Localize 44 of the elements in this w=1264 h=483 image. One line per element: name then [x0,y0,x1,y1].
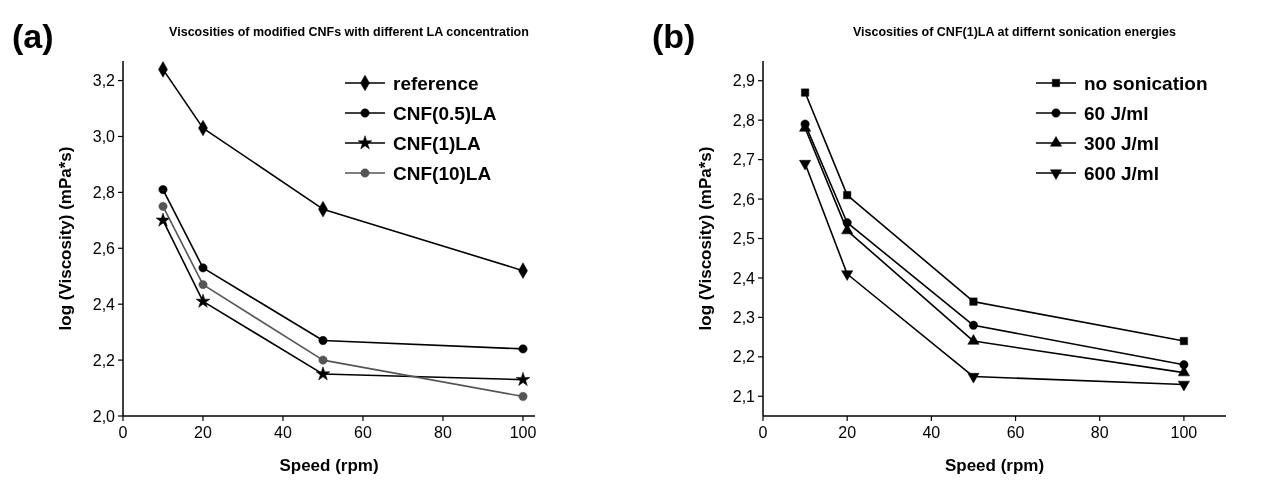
y-axis-title: log (Viscosity) (mPa*s) [696,146,715,331]
y-tick-label: 2,8 [92,183,116,201]
legend-label: CNF(0.5)LA [393,102,497,124]
chart-title: Viscosities of CNF(1)LA at differnt sonication energies [853,25,1177,39]
y-tick-label: 2,4 [732,269,756,287]
x-axis-title: Speed (rpm) [944,456,1045,475]
text: (a) [12,17,54,55]
chart-title: Viscosities of modified CNFs with different LA concentration [169,25,529,39]
x-tick-label: 20 [838,424,857,441]
y-tick-label: 2,0 [92,407,116,425]
x-tick-label: 80 [1090,424,1109,441]
legend-label: 60 J/ml [1084,102,1149,124]
y-tick-label: 2,3 [732,308,756,326]
x-tick-label: 0 [118,424,128,441]
y-tick-label: 2,4 [92,295,116,313]
y-tick-label: 2,9 [732,72,756,90]
x-axis-title: Speed (rpm) [279,456,379,475]
y-tick-label: 2,7 [732,151,756,169]
legend-label: CNF(10)LA [393,162,492,184]
x-tick-label: 40 [274,424,292,441]
x-tick-label: 100 [509,424,537,441]
y-tick-label: 2,6 [732,190,756,208]
x-tick-label: 100 [1170,424,1198,441]
y-tick-label: 3,0 [92,128,116,146]
y-axis-title: log (Viscosity) (mPa*s) [56,146,75,331]
y-tick-label: 2,2 [92,351,116,369]
legend-label: reference [393,72,479,94]
x-tick-label: 60 [354,424,372,441]
y-tick-label: 2,5 [732,230,756,248]
x-tick-label: 20 [194,424,212,441]
y-tick-label: 2,8 [732,111,756,129]
x-tick-label: 0 [758,424,768,441]
y-tick-label: 2,1 [732,387,756,405]
y-tick-label: 2,2 [732,348,756,366]
legend-label: 300 J/ml [1084,132,1159,154]
legend-label: CNF(1)LA [393,132,481,154]
x-tick-label: 80 [434,424,452,441]
legend-label: 600 J/ml [1084,162,1159,184]
legend-label: no sonication [1084,72,1208,94]
text: (b) [652,17,696,55]
y-tick-label: 3,2 [92,72,116,90]
x-tick-label: 60 [1006,424,1025,441]
x-tick-label: 40 [922,424,941,441]
y-tick-label: 2,6 [92,239,116,257]
